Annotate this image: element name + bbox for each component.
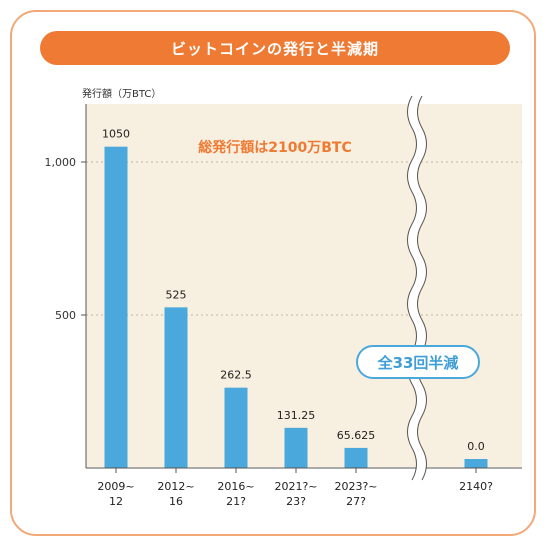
bar-value-label: 262.5 — [220, 369, 252, 382]
bar — [284, 427, 308, 468]
bar — [164, 307, 188, 468]
chart-title: ビットコインの発行と半減期 — [40, 31, 510, 65]
y-axis-labels: 1,000 500 — [45, 156, 86, 322]
halving-badge — [356, 345, 480, 379]
halving-count-label: 全33回半減 — [377, 354, 459, 372]
bar-value-label: 65.625 — [337, 429, 376, 442]
total-issuance-annotation: 総発行額は2100万BTC — [198, 139, 351, 156]
y-axis-title: 発行額（万BTC） — [82, 87, 161, 100]
x-tick-label: 2021?~ 23? — [274, 480, 317, 508]
bar — [344, 447, 368, 468]
x-tick-label: 2016~ 21? — [217, 480, 254, 508]
bar — [224, 387, 248, 468]
value-labels: 1050 525 262.5 131.25 65.625 0.0 — [102, 128, 485, 453]
x-axis-labels: 2009~ 12 2012~ 16 2016~ 21? 2021?~ 23? 2023?~ 27?… — [97, 468, 493, 508]
bars — [104, 146, 488, 468]
y-tick-label: 1,000 — [45, 156, 77, 169]
x-tick-label: 2023?~ 27? — [334, 480, 377, 508]
bar-value-label: 0.0 — [467, 440, 485, 453]
x-tick-label: 2012~ 16 — [157, 480, 194, 508]
bar — [104, 146, 128, 468]
x-tick-label: 2140? — [459, 480, 493, 493]
bar-value-label: 1050 — [102, 128, 130, 141]
plot-area — [86, 104, 522, 467]
bar — [464, 459, 488, 468]
y-tick-label: 500 — [55, 309, 76, 322]
x-tick-label: 2009~ 12 — [97, 480, 134, 508]
bar-value-label: 131.25 — [277, 409, 316, 422]
axis-break-mark — [407, 93, 427, 483]
bar-value-label: 525 — [166, 288, 187, 301]
